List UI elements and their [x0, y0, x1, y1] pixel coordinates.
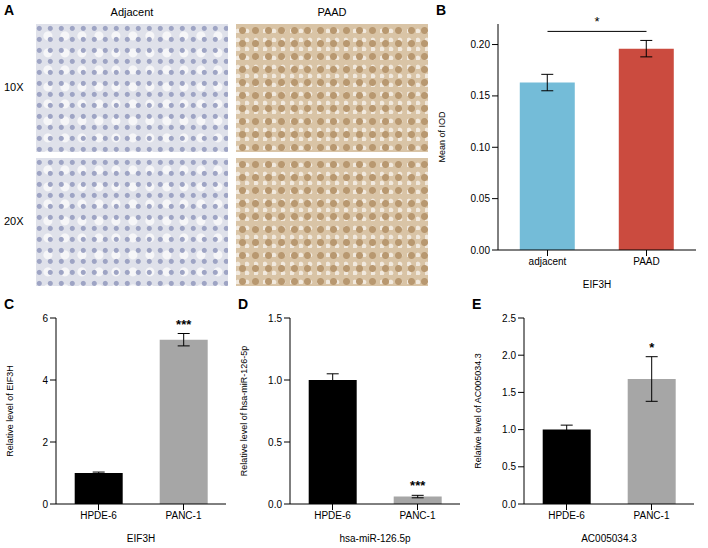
svg-text:AC005034.3: AC005034.3 — [581, 533, 637, 544]
svg-text:0.5: 0.5 — [268, 437, 282, 448]
svg-text:0.0: 0.0 — [502, 499, 516, 510]
svg-text:adjacent: adjacent — [529, 256, 567, 267]
svg-text:HPDE-6: HPDE-6 — [548, 510, 585, 521]
svg-text:***: *** — [176, 317, 192, 332]
html-text:10X: 10X — [4, 81, 24, 93]
html-text:20X: 20X — [4, 215, 24, 227]
svg-text:0: 0 — [42, 499, 48, 510]
html-text:A: A — [4, 2, 15, 18]
svg-text:0.5: 0.5 — [502, 461, 516, 472]
svg-text:2.0: 2.0 — [502, 350, 516, 361]
svg-text:0.0: 0.0 — [268, 499, 282, 510]
svg-text:*: * — [649, 340, 655, 355]
svg-text:PANC-1: PANC-1 — [400, 510, 436, 521]
svg-text:1.5: 1.5 — [268, 313, 282, 324]
svg-text:Mean of IOD: Mean of IOD — [437, 111, 447, 163]
svg-text:2: 2 — [42, 437, 48, 448]
html-text:Adjacent: Adjacent — [110, 6, 154, 18]
svg-text:HPDE-6: HPDE-6 — [314, 510, 351, 521]
svg-text:0.15: 0.15 — [471, 90, 491, 101]
svg-text:0.00: 0.00 — [471, 245, 491, 256]
svg-text:EIF3H: EIF3H — [127, 533, 155, 544]
svg-text:PAAD: PAAD — [633, 256, 660, 267]
svg-text:1.5: 1.5 — [502, 387, 516, 398]
svg-text:Relative level of hsa-miR-126-: Relative level of hsa-miR-126-5p — [239, 346, 249, 477]
html-text:E: E — [472, 296, 482, 312]
svg-text:1.0: 1.0 — [268, 375, 282, 386]
svg-text:4: 4 — [42, 375, 48, 386]
svg-text:*: * — [594, 14, 599, 29]
svg-text:Relative level of EIF3H: Relative level of EIF3H — [5, 365, 15, 457]
svg-text:hsa-miR-126.5p: hsa-miR-126.5p — [339, 533, 411, 544]
svg-text:PANC-1: PANC-1 — [634, 510, 670, 521]
html-text:D: D — [238, 296, 249, 312]
svg-text:0.10: 0.10 — [471, 142, 491, 153]
html-text:C: C — [4, 296, 15, 312]
svg-text:0.05: 0.05 — [471, 193, 491, 204]
svg-text:2.5: 2.5 — [502, 313, 516, 324]
svg-text:PANC-1: PANC-1 — [166, 510, 202, 521]
html-text:PAAD: PAAD — [317, 6, 347, 18]
svg-text:EIF3H: EIF3H — [583, 279, 611, 290]
svg-text:0.20: 0.20 — [471, 39, 491, 50]
svg-text:***: *** — [410, 478, 426, 493]
svg-text:6: 6 — [42, 313, 48, 324]
svg-text:HPDE-6: HPDE-6 — [80, 510, 117, 521]
html-text:B: B — [436, 2, 447, 18]
svg-text:Relative level of AC005034.3: Relative level of AC005034.3 — [473, 353, 483, 469]
svg-text:1.0: 1.0 — [502, 424, 516, 435]
